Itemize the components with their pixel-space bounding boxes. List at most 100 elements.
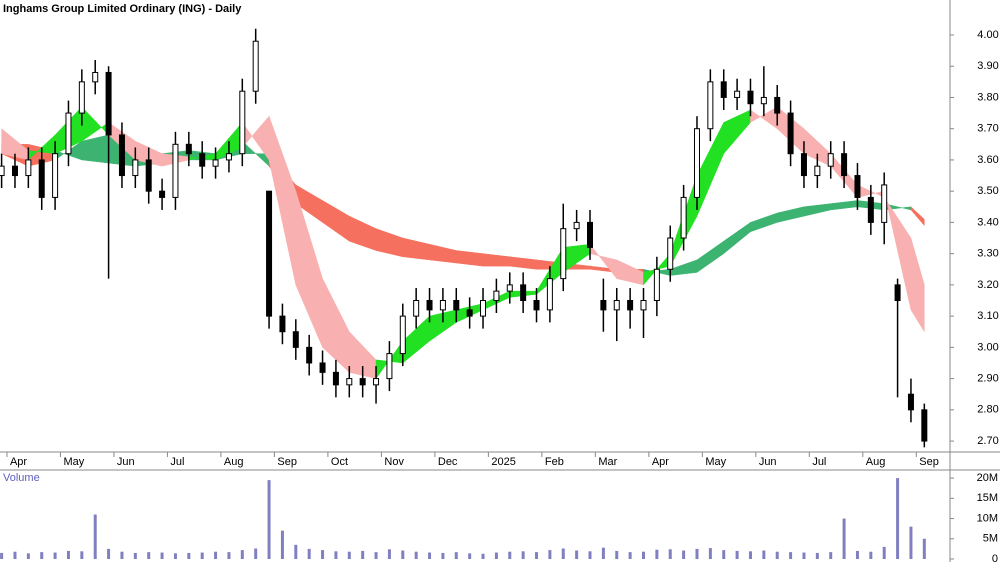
volume-bar xyxy=(214,551,218,559)
candle-body xyxy=(212,159,219,167)
volume-bar xyxy=(13,551,17,559)
volume-bar xyxy=(575,550,579,559)
candle-body xyxy=(546,278,553,311)
candle-body xyxy=(787,112,794,155)
volume-bar xyxy=(401,550,405,559)
candle-body xyxy=(359,378,366,386)
y-tick-label: 3.90 xyxy=(977,60,998,72)
x-tick-label: May xyxy=(63,456,84,468)
candle-body xyxy=(600,300,607,311)
candle-body xyxy=(506,284,513,292)
candle-body xyxy=(693,128,700,198)
volume-bar xyxy=(829,552,833,559)
candle-body xyxy=(439,300,446,311)
volume-tick-label: 20M xyxy=(977,472,998,484)
candle-body xyxy=(653,268,660,302)
x-tick-label: Aug xyxy=(866,456,886,468)
candle-body xyxy=(627,300,634,311)
candle-body xyxy=(132,159,139,177)
volume-bar xyxy=(668,549,672,559)
volume-bar xyxy=(641,551,645,559)
volume-bar xyxy=(494,552,498,559)
volume-bar xyxy=(468,553,472,559)
x-tick-label: Sep xyxy=(919,456,939,468)
candle-body xyxy=(814,165,821,177)
candle-body xyxy=(373,378,380,386)
y-tick-label: 3.80 xyxy=(977,91,998,103)
chart-title: Inghams Group Limited Ordinary (ING) - D… xyxy=(3,3,242,15)
candle-body xyxy=(841,153,848,177)
candle-body xyxy=(185,143,192,155)
volume-bar xyxy=(615,550,619,559)
y-tick-label: 3.60 xyxy=(977,154,998,166)
candle-body xyxy=(292,331,299,348)
volume-bar xyxy=(481,553,485,559)
volume-bar xyxy=(588,551,592,559)
candle-body xyxy=(159,190,166,198)
volume-bar xyxy=(66,550,70,559)
volume-bar xyxy=(387,549,391,559)
candle-body xyxy=(78,81,85,114)
volume-bar xyxy=(628,552,632,559)
y-tick-label: 3.30 xyxy=(977,248,998,260)
x-tick-label: Mar xyxy=(598,456,617,468)
volume-bar xyxy=(187,552,191,559)
volume-bar xyxy=(361,550,365,559)
candle-body xyxy=(65,112,72,155)
y-tick-label: 3.00 xyxy=(977,341,998,353)
candle-body xyxy=(680,196,687,239)
volume-bar xyxy=(120,551,124,559)
volume-bar xyxy=(722,550,726,559)
candle-body xyxy=(0,165,5,177)
volume-bar xyxy=(896,478,900,559)
candle-body xyxy=(145,159,152,192)
candle-body xyxy=(720,81,727,98)
candle-body xyxy=(266,190,273,317)
candle-body xyxy=(640,300,647,311)
x-tick-label: Apr xyxy=(652,456,669,468)
x-tick-label: 2025 xyxy=(491,456,515,468)
candle-body xyxy=(413,300,420,317)
candle-body xyxy=(279,315,286,333)
volume-bar xyxy=(815,552,819,559)
candle-body xyxy=(907,393,914,411)
volume-bar xyxy=(748,551,752,559)
candle-body xyxy=(105,71,112,136)
volume-bar xyxy=(842,518,846,559)
candle-body xyxy=(921,409,928,442)
volume-bar xyxy=(775,551,779,559)
volume-label: Volume xyxy=(3,472,40,484)
x-tick-label: Feb xyxy=(545,456,564,468)
volume-tick-label: 5M xyxy=(983,533,998,545)
volume-bar xyxy=(173,553,177,559)
candle-body xyxy=(573,221,580,230)
volume-bar xyxy=(160,552,164,559)
x-tick-label: Sep xyxy=(277,456,297,468)
volume-bar xyxy=(855,550,859,559)
candle-body xyxy=(480,300,487,317)
y-tick-label: 3.10 xyxy=(977,310,998,322)
volume-bar xyxy=(0,552,4,559)
candle-body xyxy=(613,300,620,311)
volume-bar xyxy=(267,480,271,559)
volume-bar xyxy=(347,551,351,559)
y-tick-label: 3.70 xyxy=(977,123,998,135)
x-tick-label: Jul xyxy=(812,456,826,468)
candle-body xyxy=(52,153,59,198)
x-tick-label: Nov xyxy=(384,456,404,468)
y-tick-label: 2.90 xyxy=(977,372,998,384)
volume-bar xyxy=(789,552,793,559)
candle-body xyxy=(827,153,834,167)
volume-bar xyxy=(80,551,84,559)
candle-body xyxy=(734,90,741,98)
candle-body xyxy=(587,221,594,248)
volume-bar xyxy=(922,538,926,559)
volume-bar xyxy=(321,550,325,559)
candle-body xyxy=(225,153,232,161)
volume-bar xyxy=(414,551,418,559)
volume-bar xyxy=(227,552,231,559)
ribbon-segment xyxy=(910,237,925,333)
candle-body xyxy=(386,353,393,380)
